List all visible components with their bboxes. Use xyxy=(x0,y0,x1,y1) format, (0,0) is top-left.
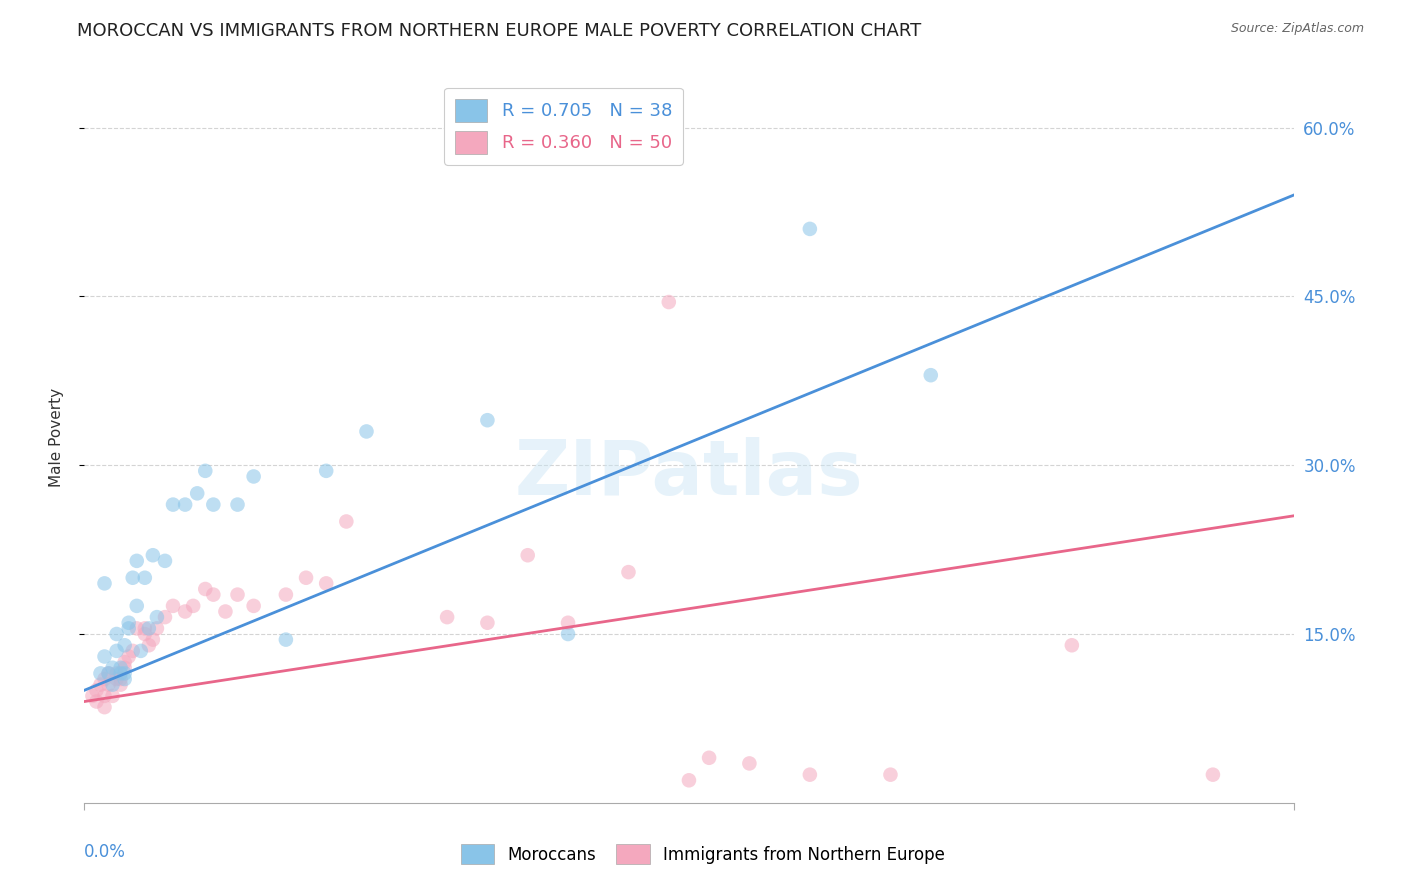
Point xyxy=(114,672,136,686)
Text: 0.0%: 0.0% xyxy=(84,843,127,861)
Point xyxy=(125,554,148,568)
Point xyxy=(477,615,499,630)
Point xyxy=(315,576,337,591)
Point xyxy=(1202,767,1225,781)
Point xyxy=(110,661,132,675)
Point xyxy=(134,621,156,635)
Point xyxy=(226,588,249,602)
Point xyxy=(242,599,264,613)
Point xyxy=(142,548,165,562)
Point xyxy=(97,678,120,692)
Point xyxy=(110,678,132,692)
Point xyxy=(274,632,297,647)
Point xyxy=(617,565,640,579)
Point xyxy=(114,661,136,675)
Point xyxy=(557,627,579,641)
Point xyxy=(174,605,197,619)
Point xyxy=(114,666,136,681)
Point xyxy=(93,689,115,703)
Point xyxy=(194,582,217,596)
Point xyxy=(356,425,378,439)
Point xyxy=(125,621,148,635)
Point xyxy=(118,621,141,635)
Point xyxy=(153,610,176,624)
Point xyxy=(93,649,115,664)
Point xyxy=(114,638,136,652)
Point xyxy=(920,368,942,383)
Point xyxy=(89,666,111,681)
Point xyxy=(436,610,458,624)
Point xyxy=(97,666,120,681)
Point xyxy=(93,672,115,686)
Text: Source: ZipAtlas.com: Source: ZipAtlas.com xyxy=(1230,22,1364,36)
Point xyxy=(477,413,499,427)
Point xyxy=(658,295,681,310)
Point xyxy=(697,751,720,765)
Point xyxy=(97,666,120,681)
Point xyxy=(242,469,264,483)
Point xyxy=(226,498,249,512)
Point xyxy=(89,678,111,692)
Point xyxy=(138,621,160,635)
Point xyxy=(186,486,208,500)
Point xyxy=(86,694,108,708)
Point xyxy=(129,644,152,658)
Point xyxy=(105,666,128,681)
Point xyxy=(110,672,132,686)
Point xyxy=(86,683,108,698)
Point xyxy=(134,627,156,641)
Point xyxy=(146,610,169,624)
Point xyxy=(82,689,104,703)
Text: MOROCCAN VS IMMIGRANTS FROM NORTHERN EUROPE MALE POVERTY CORRELATION CHART: MOROCCAN VS IMMIGRANTS FROM NORTHERN EUR… xyxy=(77,22,921,40)
Point xyxy=(110,666,132,681)
Point xyxy=(93,576,115,591)
Point xyxy=(1060,638,1083,652)
Point xyxy=(799,222,821,236)
Point xyxy=(121,571,143,585)
Point xyxy=(174,498,197,512)
Point xyxy=(105,672,128,686)
Legend: R = 0.705   N = 38, R = 0.360   N = 50: R = 0.705 N = 38, R = 0.360 N = 50 xyxy=(444,87,683,165)
Point xyxy=(142,632,165,647)
Point xyxy=(181,599,204,613)
Point xyxy=(516,548,538,562)
Point xyxy=(274,588,297,602)
Point xyxy=(162,498,184,512)
Point xyxy=(105,627,128,641)
Point xyxy=(315,464,337,478)
Point xyxy=(557,615,579,630)
Point xyxy=(125,599,148,613)
Point xyxy=(118,615,141,630)
Point xyxy=(799,767,821,781)
Point xyxy=(162,599,184,613)
Point xyxy=(114,655,136,669)
Legend: Moroccans, Immigrants from Northern Europe: Moroccans, Immigrants from Northern Euro… xyxy=(454,838,952,871)
Point xyxy=(678,773,700,788)
Point xyxy=(202,588,225,602)
Point xyxy=(295,571,318,585)
Point xyxy=(335,515,357,529)
Point xyxy=(105,644,128,658)
Point xyxy=(138,638,160,652)
Y-axis label: Male Poverty: Male Poverty xyxy=(49,387,63,487)
Point xyxy=(121,644,143,658)
Point xyxy=(879,767,901,781)
Point xyxy=(101,661,124,675)
Point xyxy=(101,678,124,692)
Point xyxy=(194,464,217,478)
Point xyxy=(118,649,141,664)
Point xyxy=(214,605,236,619)
Point xyxy=(202,498,225,512)
Point xyxy=(93,700,115,714)
Point xyxy=(738,756,761,771)
Point xyxy=(146,621,169,635)
Text: ZIPatlas: ZIPatlas xyxy=(515,437,863,510)
Point xyxy=(153,554,176,568)
Point xyxy=(134,571,156,585)
Point xyxy=(101,689,124,703)
